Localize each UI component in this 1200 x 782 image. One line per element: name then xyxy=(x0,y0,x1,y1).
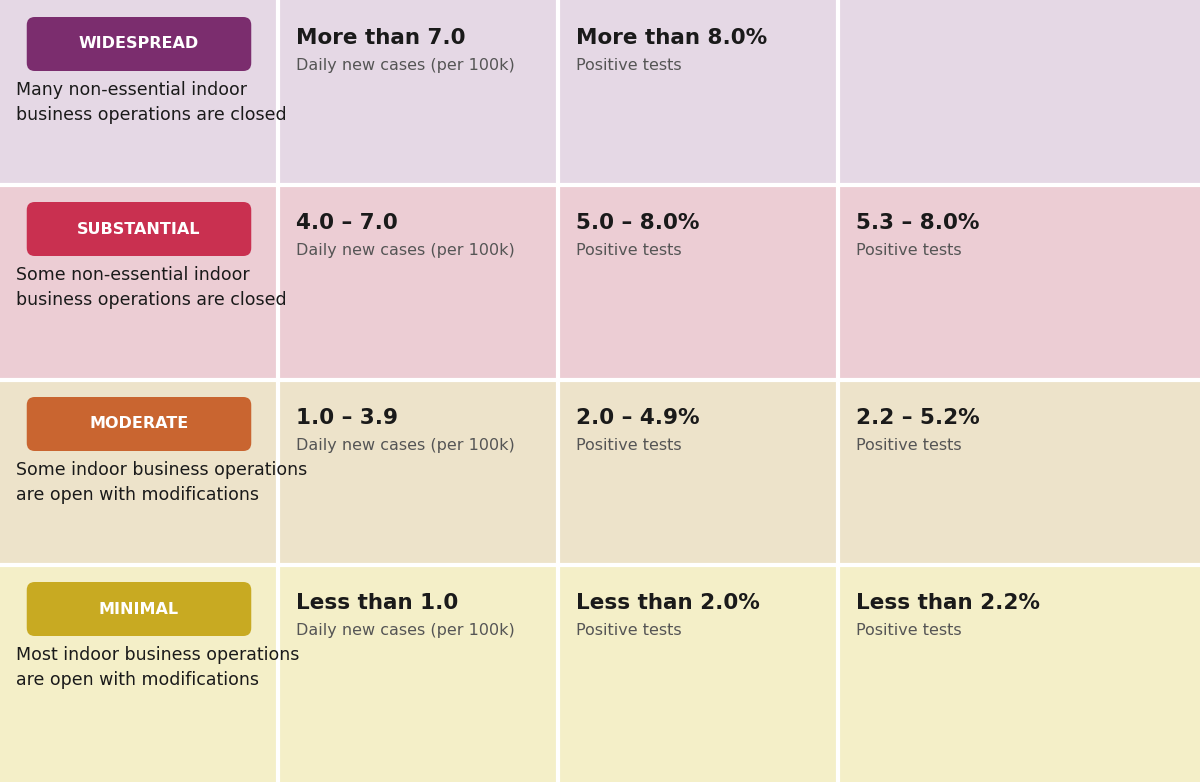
Text: Daily new cases (per 100k): Daily new cases (per 100k) xyxy=(296,623,515,638)
Bar xyxy=(838,185,1200,380)
Bar xyxy=(278,185,558,380)
Text: SUBSTANTIAL: SUBSTANTIAL xyxy=(77,221,200,236)
Text: Positive tests: Positive tests xyxy=(856,243,961,258)
Text: More than 7.0: More than 7.0 xyxy=(296,28,466,48)
FancyBboxPatch shape xyxy=(26,582,251,636)
Bar xyxy=(0,185,278,380)
Bar xyxy=(558,0,838,185)
Text: Daily new cases (per 100k): Daily new cases (per 100k) xyxy=(296,243,515,258)
Bar xyxy=(278,565,558,782)
Bar xyxy=(558,185,838,380)
Text: More than 8.0%: More than 8.0% xyxy=(576,28,767,48)
Text: Positive tests: Positive tests xyxy=(576,623,682,638)
Bar xyxy=(278,380,558,565)
Bar xyxy=(558,565,838,782)
Bar xyxy=(0,565,278,782)
Text: 5.3 – 8.0%: 5.3 – 8.0% xyxy=(856,213,979,233)
Bar xyxy=(0,0,278,185)
Text: Daily new cases (per 100k): Daily new cases (per 100k) xyxy=(296,438,515,453)
Text: Positive tests: Positive tests xyxy=(576,243,682,258)
Text: MINIMAL: MINIMAL xyxy=(98,601,179,616)
Text: 2.2 – 5.2%: 2.2 – 5.2% xyxy=(856,408,979,428)
FancyBboxPatch shape xyxy=(26,397,251,451)
Text: Positive tests: Positive tests xyxy=(856,623,961,638)
Text: Some non-essential indoor
business operations are closed: Some non-essential indoor business opera… xyxy=(16,266,287,309)
Text: Many non-essential indoor
business operations are closed: Many non-essential indoor business opera… xyxy=(16,81,287,124)
Text: Positive tests: Positive tests xyxy=(576,58,682,73)
Bar xyxy=(838,0,1200,185)
Bar xyxy=(0,380,278,565)
Text: Most indoor business operations
are open with modifications: Most indoor business operations are open… xyxy=(16,646,299,689)
Text: Positive tests: Positive tests xyxy=(856,438,961,453)
Text: 1.0 – 3.9: 1.0 – 3.9 xyxy=(296,408,398,428)
Text: 5.0 – 8.0%: 5.0 – 8.0% xyxy=(576,213,700,233)
Text: MODERATE: MODERATE xyxy=(89,417,188,432)
Text: Less than 2.0%: Less than 2.0% xyxy=(576,593,760,613)
Text: WIDESPREAD: WIDESPREAD xyxy=(79,37,199,52)
Text: Less than 2.2%: Less than 2.2% xyxy=(856,593,1040,613)
FancyBboxPatch shape xyxy=(26,202,251,256)
FancyBboxPatch shape xyxy=(26,17,251,71)
Text: Some indoor business operations
are open with modifications: Some indoor business operations are open… xyxy=(16,461,307,504)
Bar xyxy=(838,380,1200,565)
Text: Less than 1.0: Less than 1.0 xyxy=(296,593,458,613)
Bar xyxy=(838,565,1200,782)
Text: Daily new cases (per 100k): Daily new cases (per 100k) xyxy=(296,58,515,73)
Text: Positive tests: Positive tests xyxy=(576,438,682,453)
Text: 2.0 – 4.9%: 2.0 – 4.9% xyxy=(576,408,700,428)
Bar xyxy=(558,380,838,565)
Bar xyxy=(278,0,558,185)
Text: 4.0 – 7.0: 4.0 – 7.0 xyxy=(296,213,397,233)
